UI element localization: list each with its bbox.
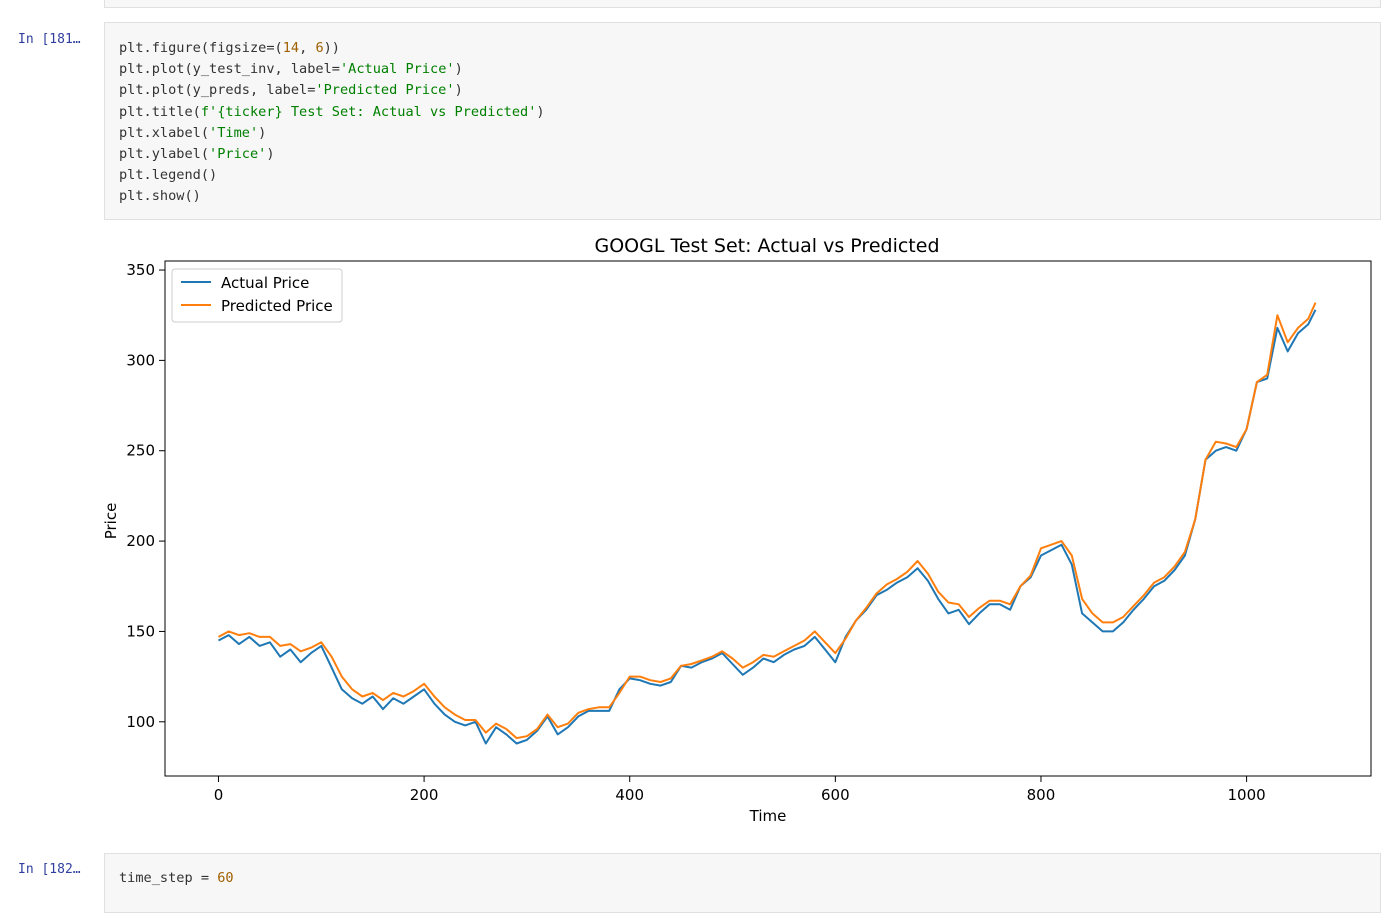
code-token: plt.legend(): [119, 167, 218, 184]
code-string: f'{ticker} Test Set: Actual vs Predicted…: [200, 103, 537, 120]
x-tick-label: 800: [1027, 786, 1056, 804]
line-chart: GOOGL Test Set: Actual vs Predicted 100 1…: [102, 235, 1372, 825]
y-tick-label: 150: [126, 622, 155, 640]
code-line: plt.title(f'{ticker} Test Set: Actual vs…: [119, 104, 545, 120]
code-line: plt.ylabel('Price'): [119, 146, 275, 162]
code-number: 60: [217, 870, 234, 886]
code-token: plt.xlabel(: [119, 124, 210, 141]
code-token: )): [323, 40, 340, 56]
code-line: plt.xlabel('Time'): [119, 125, 266, 141]
series-line-predicted-price: [218, 302, 1317, 740]
code-token: plt.plot(y_preds, label=: [119, 82, 316, 99]
code-token: ): [454, 82, 463, 99]
code-token: plt.show(): [119, 188, 201, 205]
code-line: plt.plot(y_preds, label='Predicted Price…: [119, 82, 463, 98]
y-tick-label: 250: [126, 442, 155, 460]
code-string: 'Price': [209, 146, 267, 163]
y-axis-label: Price: [104, 503, 120, 540]
code-token: ,: [299, 40, 316, 56]
x-tick-label: 0: [214, 786, 224, 804]
code-token: plt.plot(y_test_inv, label=: [119, 61, 340, 78]
cell-prompt: In [181…: [18, 32, 81, 47]
x-axis-label: Time: [749, 807, 787, 825]
x-tick-label: 600: [821, 786, 850, 804]
code-token: plt.title(: [119, 103, 201, 120]
y-tick-label: 200: [126, 532, 155, 550]
x-tick-label: 200: [410, 786, 439, 804]
x-tick-label: 1000: [1228, 786, 1266, 804]
cell-prompt: In [182…: [18, 862, 81, 877]
code-cell[interactable]: plt.figure(figsize=(14, 6)) plt.plot(y_t…: [104, 22, 1381, 220]
code-line: plt.show(): [119, 188, 201, 204]
code-token: ): [536, 103, 545, 120]
series-line-actual-price: [218, 309, 1317, 745]
legend-label-actual: Actual Price: [221, 274, 309, 292]
legend: Actual Price Predicted Price: [171, 268, 343, 323]
code-line: plt.figure(figsize=(14, 6)): [119, 40, 340, 56]
chart-title: GOOGL Test Set: Actual vs Predicted: [594, 235, 939, 257]
y-tick-label: 100: [126, 713, 155, 731]
code-editor[interactable]: time_step = 60: [119, 868, 234, 889]
code-string: 'Actual Price': [339, 61, 455, 78]
code-number: 6: [315, 40, 324, 56]
x-tick-label: 400: [615, 786, 644, 804]
code-token: time_step =: [119, 870, 218, 886]
previous-cell-bottom: [104, 0, 1381, 8]
code-string: 'Predicted Price': [315, 82, 455, 99]
code-token: ): [258, 124, 267, 141]
y-tick-label: 300: [126, 351, 155, 369]
code-token: plt.figure(figsize=(: [119, 40, 283, 56]
legend-label-predicted: Predicted Price: [221, 297, 333, 315]
code-token: ): [266, 146, 275, 163]
code-line: time_step = 60: [119, 870, 234, 886]
y-tick-label: 350: [126, 261, 155, 279]
code-token: plt.ylabel(: [119, 146, 210, 163]
cell-output: GOOGL Test Set: Actual vs Predicted 100 1…: [102, 228, 1381, 828]
code-token: ): [454, 61, 463, 78]
plot-area: [164, 260, 1372, 777]
code-number: 14: [282, 40, 300, 56]
code-cell[interactable]: time_step = 60: [104, 853, 1381, 913]
code-line: plt.plot(y_test_inv, label='Actual Price…: [119, 61, 463, 77]
code-line: plt.legend(): [119, 167, 217, 183]
code-string: 'Time': [209, 124, 259, 141]
code-editor[interactable]: plt.figure(figsize=(14, 6)) plt.plot(y_t…: [119, 38, 545, 208]
